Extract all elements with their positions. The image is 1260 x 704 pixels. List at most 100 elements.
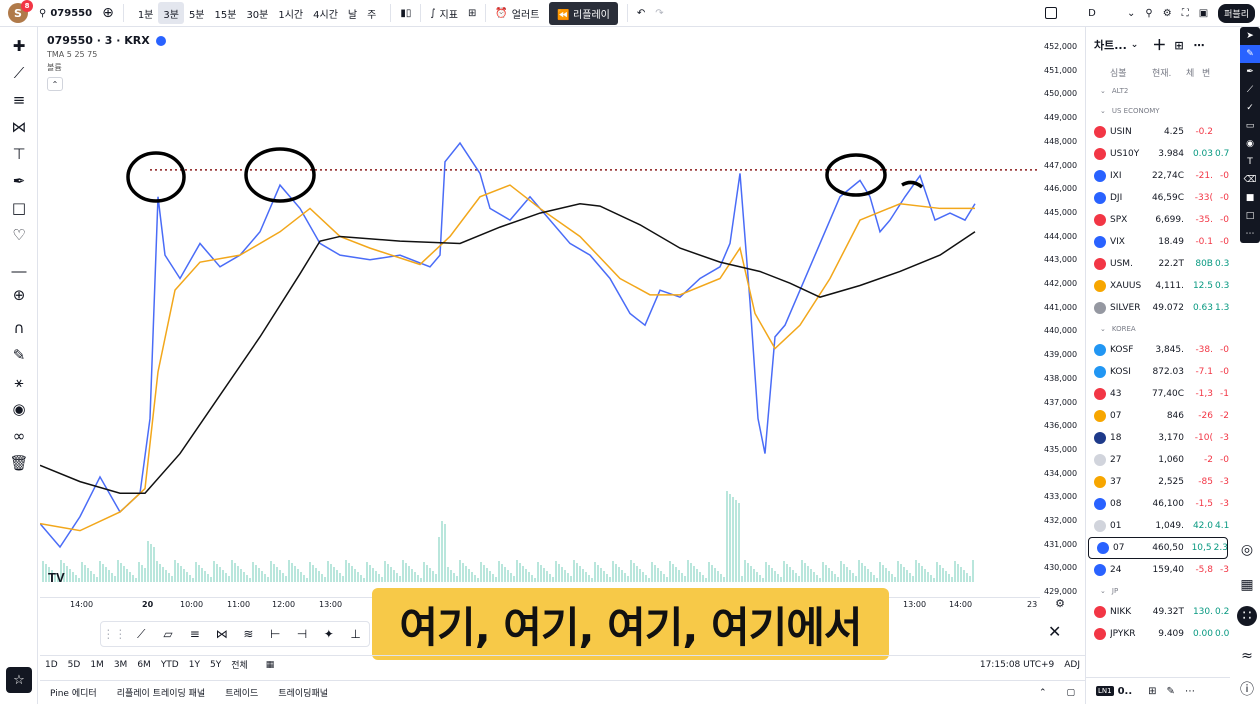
interval-8[interactable]: 주 [367,9,377,21]
fullscreen-button[interactable]: ⛶ [1177,0,1194,27]
line-icon[interactable]: ⟋ [1246,85,1254,95]
interval-5[interactable]: 1시간 [278,9,304,21]
parallel-icon[interactable]: ≡ [189,627,200,641]
projection-tool[interactable]: ⊤ [0,140,38,167]
interval-1[interactable]: 3분 [158,2,184,24]
watchlist-title[interactable]: 차트... [1094,39,1127,52]
maximize-icon[interactable]: ▢ [1066,687,1075,698]
watchlist-row[interactable]: 07 460,50 10,5 2.3 [1088,537,1228,559]
date-range-icon[interactable]: ⊣ [296,627,308,641]
apps-icon[interactable]: ∷ [1237,606,1257,626]
interval-6[interactable]: 4시간 [313,9,338,21]
watchlist-row[interactable]: KOSI 872.03 -7.1 -0 [1086,361,1230,383]
line-tool-icon[interactable]: ⟋ [136,626,146,641]
eraser-icon[interactable]: ⌫ [1243,175,1257,185]
chevron-down-icon[interactable]: ⌄ [1130,40,1139,50]
range-icon[interactable]: ⊢ [269,627,281,641]
redo-button[interactable]: ↷ [650,0,668,27]
interval-4[interactable]: 30분 [246,9,269,21]
highlighter-icon[interactable]: ✓ [1246,103,1254,113]
more-icon[interactable]: ⋯ [1184,685,1195,697]
section-jp[interactable]: ⌄ JP [1086,581,1230,601]
watchlist-row[interactable]: 43 77,40C -1,3 -1 [1086,383,1230,405]
watchlist-row[interactable]: KOSF 3,845. -38. -0 [1086,339,1230,361]
section-us[interactable]: ⌄ US ECONOMY [1086,101,1230,121]
watchlist-row[interactable]: US10Y 3.984 0.03 0.7 [1086,143,1230,165]
interval-3[interactable]: 15분 [214,9,237,21]
indicators-button[interactable]: ∫ 지표 [425,0,463,27]
layout-button[interactable] [1040,0,1062,27]
measure-tool[interactable]: ⎼ [0,254,38,281]
marker-icon[interactable]: ✒ [1246,67,1254,77]
zoom-tool[interactable]: ⊕ [0,281,38,308]
range-5D[interactable]: 5D [67,659,81,670]
templates-button[interactable]: ⊞ [463,0,481,27]
color-black-icon[interactable]: ■ [1245,193,1255,203]
price-axis[interactable]: 452,000 451,000 450,000 449,000 448,000 447,0… [1040,27,1085,597]
watchlist-row[interactable]: 18 3,170 -10(-3 [1086,427,1230,449]
chevron-up-icon[interactable]: ⌃ [1038,687,1047,698]
rectangle-icon[interactable]: ▭ [1245,121,1255,131]
xabcd-icon[interactable]: ⋈ [215,627,228,641]
stream-icon[interactable]: ≈ [1241,648,1253,664]
sync-tool[interactable]: ∞ [0,422,38,449]
magnet-tool[interactable]: ∩ [0,314,38,341]
bottom-tab-1[interactable]: 리플레이 트레이딩 패널 [116,689,206,699]
range-1M[interactable]: 1M [90,659,104,670]
adj-toggle[interactable]: ADJ [1064,659,1080,670]
close-icon[interactable]: ✕ [1048,622,1062,641]
trendline-tool[interactable]: ⟋ [0,59,38,86]
layout-grid-icon[interactable]: ⊞ [1174,38,1184,52]
brush-tool[interactable]: ✒ [0,167,38,194]
alert-button[interactable]: ⏰ 얼러트 [490,0,544,27]
watchlist-row[interactable]: 08 46,100 -1,5 -3 [1086,493,1230,515]
calendar-icon[interactable]: ▦ [265,659,275,670]
stay-drawing-tool[interactable]: ✎ [0,341,38,368]
user-avatar[interactable]: S 8 [8,0,33,23]
watchlist-row[interactable]: USIN 4.25 -0.2 [1086,121,1230,143]
watchlist-row[interactable]: 01 1,049. 42.0 4.1 [1086,515,1230,537]
watchlist-row[interactable]: VIX 18.49 -0.1 -0 [1086,231,1230,253]
target-icon[interactable]: ◎ [1240,542,1254,558]
position-icon[interactable]: ⊥ [350,627,361,641]
clock[interactable]: 17:15:08 UTC+9 [979,659,1055,670]
palette-icon[interactable]: ◉ [1246,139,1254,149]
text-icon[interactable]: T [1247,157,1253,167]
more-icon[interactable]: ⋯ [1193,38,1205,52]
cursor-icon[interactable]: ➤ [1246,31,1254,41]
footer-symbol[interactable]: 0.. [1117,685,1133,697]
watchlist-row[interactable]: 37 2,525 -85 -3 [1086,471,1230,493]
chart-type-button[interactable]: ▮▯ [395,0,416,27]
fib-tool[interactable]: ≡ [0,86,38,113]
hide-tool[interactable]: ◉ [0,395,38,422]
snapshot-button[interactable]: ▣ [1194,0,1213,27]
interval-2[interactable]: 5분 [188,9,205,21]
edit-icon[interactable]: ✎ [1166,685,1175,697]
drag-handle-icon[interactable]: ⋮⋮ [102,627,127,641]
watchlist-row[interactable]: SILVER 49.072 0.63 1.3 [1086,297,1230,319]
price-chart[interactable]: TV [40,27,1040,597]
watchlist-row[interactable]: USM. 22.2T 80B 0.3 [1086,253,1230,275]
undo-button[interactable]: ↶ [632,0,650,27]
column-header[interactable]: 변 [1202,68,1211,79]
section-korea[interactable]: ⌄ KOREA [1086,319,1230,339]
range-전체[interactable]: 전체 [231,661,248,671]
column-header[interactable]: 체 [1186,68,1195,79]
range-1D[interactable]: 1D [45,659,58,670]
help-icon[interactable]: ⓘ [1240,682,1254,698]
layout-label[interactable]: D [1062,0,1122,27]
watchlist-row[interactable]: JPYKR 9.409 0.00 0.0 [1086,623,1230,645]
watchlist-row[interactable]: DJI 46,59C -33(-0 [1086,187,1230,209]
gann-icon[interactable]: ✦ [323,627,334,641]
range-3M[interactable]: 3M [113,659,128,670]
publish-button[interactable]: 퍼블리 [1213,0,1260,27]
bottom-tab-2[interactable]: 트레이드 [225,689,259,699]
legend-tma[interactable]: TMA 5 25 75 [47,50,98,59]
legend-collapse-button[interactable]: ⌃ [47,77,63,91]
add-symbol-button[interactable]: ⊕ [102,5,114,21]
text-tool[interactable]: □ [0,194,38,221]
add-icon[interactable]: ＋ [1152,38,1167,54]
range-5Y[interactable]: 5Y [209,659,222,670]
lock-tool[interactable]: ⚹ [0,368,38,395]
section-alt[interactable]: ⌄ ALT2 [1086,81,1230,101]
